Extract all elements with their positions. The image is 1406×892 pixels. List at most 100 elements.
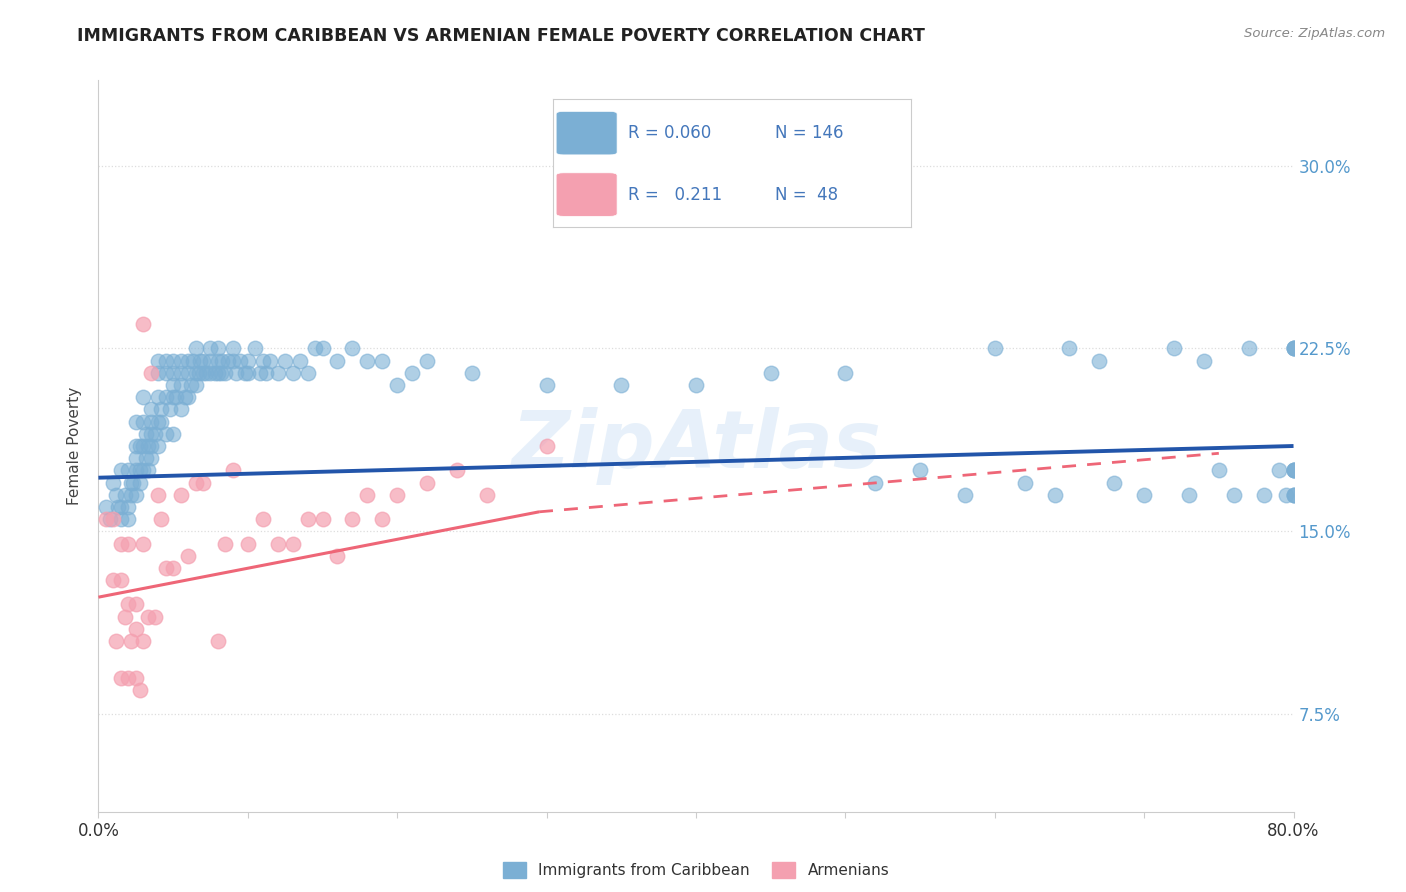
Point: [536, 378, 558, 392]
Point: [184, 475, 207, 490]
Point: [129, 475, 152, 490]
Point: [125, 415, 148, 429]
Point: [259, 353, 281, 368]
Point: [371, 353, 394, 368]
Point: [129, 463, 152, 477]
Point: [169, 378, 191, 392]
Point: [114, 609, 136, 624]
Point: [536, 439, 558, 453]
Point: [1223, 488, 1246, 502]
Point: [136, 609, 159, 624]
Point: [356, 353, 378, 368]
Point: [1253, 488, 1275, 502]
Point: [103, 573, 125, 587]
Point: [148, 366, 170, 380]
Point: [125, 598, 148, 612]
Point: [195, 366, 218, 380]
Point: [475, 488, 498, 502]
Point: [908, 463, 931, 477]
Point: [117, 512, 139, 526]
Point: [204, 366, 226, 380]
Point: [121, 475, 143, 490]
Point: [103, 512, 125, 526]
Point: [1282, 342, 1305, 356]
Point: [187, 366, 209, 380]
Point: [132, 415, 155, 429]
Point: [401, 366, 423, 380]
Point: [162, 353, 184, 368]
Point: [162, 378, 184, 392]
Point: [342, 342, 364, 356]
Point: [326, 353, 349, 368]
Point: [129, 439, 152, 453]
Point: [139, 426, 162, 441]
Point: [326, 549, 349, 563]
Point: [155, 561, 177, 575]
Point: [1282, 463, 1305, 477]
Point: [155, 426, 177, 441]
Point: [148, 390, 170, 404]
Point: [1088, 353, 1111, 368]
Point: [98, 512, 122, 526]
Point: [139, 366, 162, 380]
Point: [1014, 475, 1036, 490]
Point: [191, 475, 214, 490]
Point: [150, 512, 173, 526]
Point: [1178, 488, 1201, 502]
Point: [446, 463, 468, 477]
Point: [385, 378, 409, 392]
Text: IMMIGRANTS FROM CARIBBEAN VS ARMENIAN FEMALE POVERTY CORRELATION CHART: IMMIGRANTS FROM CARIBBEAN VS ARMENIAN FE…: [77, 27, 925, 45]
Point: [132, 390, 155, 404]
Point: [117, 671, 139, 685]
Point: [281, 536, 304, 550]
Point: [191, 366, 214, 380]
Point: [214, 536, 236, 550]
Point: [236, 366, 259, 380]
Point: [180, 378, 202, 392]
Point: [139, 402, 162, 417]
Point: [222, 353, 245, 368]
Point: [1192, 353, 1215, 368]
Point: [184, 378, 207, 392]
Point: [125, 451, 148, 466]
Point: [184, 342, 207, 356]
Point: [200, 366, 222, 380]
Point: [132, 317, 155, 331]
Point: [105, 488, 128, 502]
Point: [120, 634, 142, 648]
Point: [103, 475, 125, 490]
Point: [304, 342, 326, 356]
Point: [148, 415, 170, 429]
Point: [139, 439, 162, 453]
Point: [188, 353, 211, 368]
Point: [132, 439, 155, 453]
Point: [169, 353, 191, 368]
Point: [162, 366, 184, 380]
Point: [150, 415, 173, 429]
Point: [174, 390, 197, 404]
Point: [267, 366, 290, 380]
Point: [159, 402, 181, 417]
Point: [120, 475, 142, 490]
Point: [297, 512, 319, 526]
Point: [148, 488, 170, 502]
Point: [245, 342, 267, 356]
Point: [1059, 342, 1081, 356]
Point: [110, 512, 132, 526]
Point: [356, 488, 378, 502]
Point: [274, 353, 297, 368]
Point: [1163, 342, 1185, 356]
Point: [229, 353, 252, 368]
Point: [110, 671, 132, 685]
Point: [222, 342, 245, 356]
Point: [107, 500, 129, 514]
Point: [162, 426, 184, 441]
Point: [125, 671, 148, 685]
Point: [125, 488, 148, 502]
Point: [148, 439, 170, 453]
Point: [117, 463, 139, 477]
Point: [125, 622, 148, 636]
Point: [1133, 488, 1156, 502]
Point: [1267, 463, 1289, 477]
Point: [129, 682, 152, 697]
